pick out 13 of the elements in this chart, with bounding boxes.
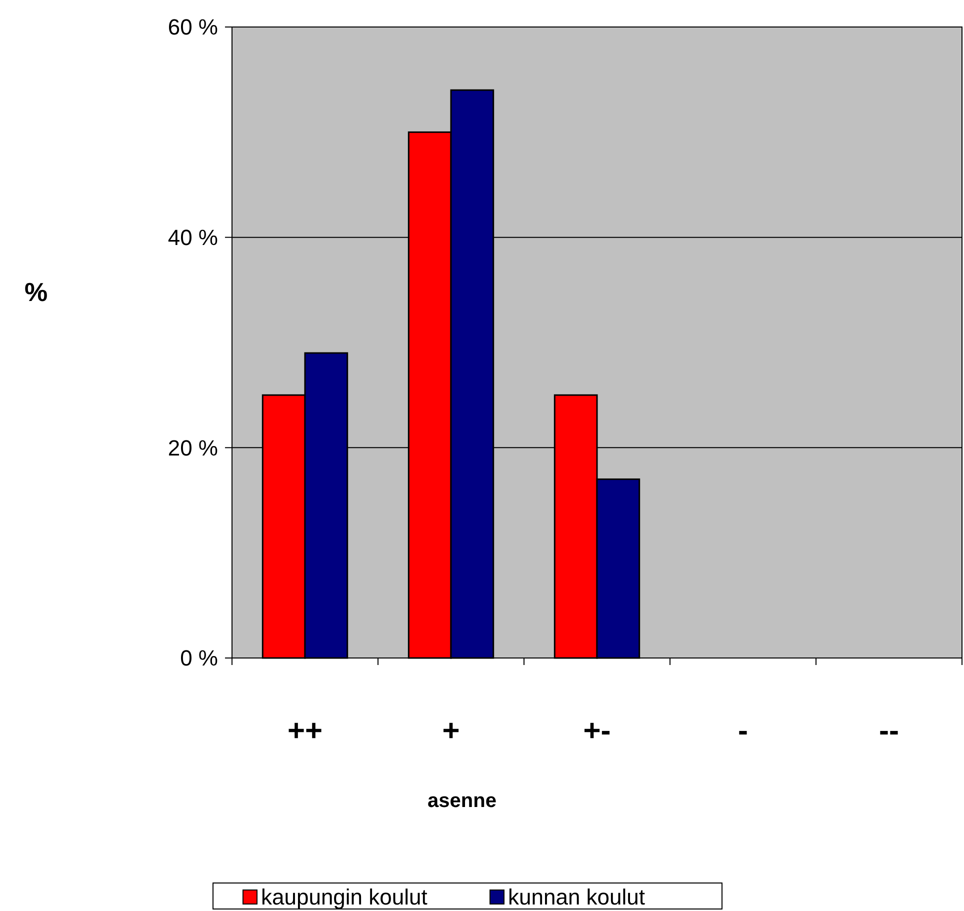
x-tick-label: ++ — [287, 714, 323, 748]
y-axis-title: % — [24, 277, 48, 308]
legend-label: kunnan koulut — [508, 884, 645, 910]
x-axis-title: asenne — [428, 790, 496, 812]
x-tick-label: +- — [583, 714, 611, 748]
y-tick-label: 60 % — [168, 14, 218, 40]
legend-label: kaupungin koulut — [261, 884, 428, 910]
y-tick-label: 40 % — [168, 225, 218, 250]
x-tick-label: + — [442, 714, 460, 748]
x-tick-label: -- — [879, 714, 899, 748]
y-tick-label: 20 % — [168, 435, 218, 460]
y-tick-label: 0 % — [180, 646, 218, 671]
x-tick-label: - — [738, 714, 748, 748]
